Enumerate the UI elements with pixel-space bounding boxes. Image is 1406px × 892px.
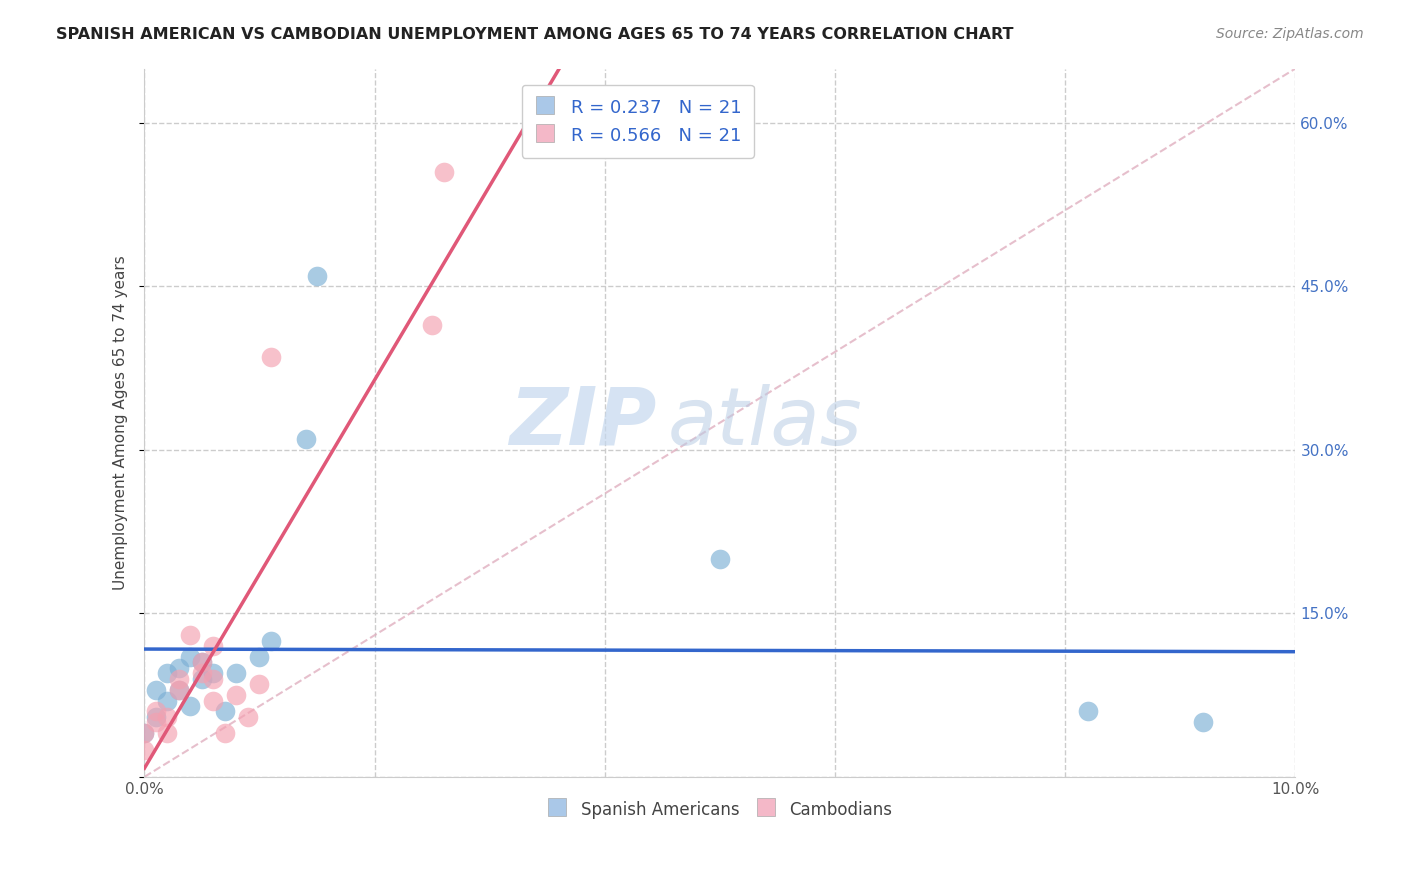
Point [156,693,179,707]
Text: atlas: atlas [668,384,863,462]
Point [202,693,225,707]
Point [1077,705,1099,719]
Point [156,726,179,740]
Text: ZIP: ZIP [509,384,657,462]
Point [191,672,214,686]
Point [202,666,225,681]
Point [260,633,283,648]
Point [249,650,271,665]
Point [709,552,731,566]
Point [167,682,190,697]
Point [260,351,283,365]
Point [191,666,214,681]
Point [167,682,190,697]
Point [294,432,316,446]
Point [179,628,201,642]
Point [433,165,456,179]
Point [1192,715,1215,730]
Point [179,650,201,665]
Point [305,268,328,283]
Point [156,666,179,681]
Point [145,715,167,730]
Point [179,699,201,714]
Point [145,710,167,724]
Point [145,682,167,697]
Point [134,726,156,740]
Point [420,318,443,332]
Text: Source: ZipAtlas.com: Source: ZipAtlas.com [1216,27,1364,41]
Point [134,726,156,740]
Point [236,710,259,724]
Point [214,726,236,740]
Point [202,672,225,686]
Point [156,710,179,724]
Point [167,672,190,686]
Y-axis label: Unemployment Among Ages 65 to 74 years: Unemployment Among Ages 65 to 74 years [114,255,128,591]
Point [214,705,236,719]
Legend: Spanish Americans, Cambodians: Spanish Americans, Cambodians [541,794,898,825]
Point [167,661,190,675]
Point [191,656,214,670]
Point [225,688,247,702]
Point [202,639,225,653]
Point [249,677,271,691]
Point [225,666,247,681]
Point [134,742,156,756]
Point [145,705,167,719]
Point [191,656,214,670]
Text: SPANISH AMERICAN VS CAMBODIAN UNEMPLOYMENT AMONG AGES 65 TO 74 YEARS CORRELATION: SPANISH AMERICAN VS CAMBODIAN UNEMPLOYME… [56,27,1014,42]
